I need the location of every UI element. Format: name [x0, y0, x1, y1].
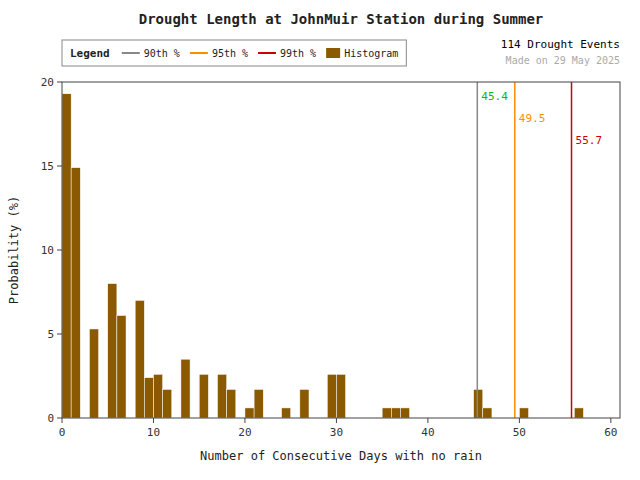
x-tick	[610, 418, 611, 423]
x-tick	[427, 418, 428, 423]
y-tick	[57, 166, 62, 167]
histogram-bar	[474, 389, 483, 418]
histogram-bar	[218, 374, 227, 418]
histogram-bar	[300, 389, 309, 418]
percentile-line	[477, 82, 479, 418]
x-tick	[519, 418, 520, 423]
histogram-bar	[153, 374, 162, 418]
histogram-bar	[181, 359, 190, 418]
histogram-bar	[245, 408, 254, 418]
histogram-bar	[227, 389, 236, 418]
percentile-label: 45.4	[481, 90, 508, 103]
x-axis-label: Number of Consecutive Days with no rain	[200, 449, 482, 463]
x-tick-label: 20	[238, 426, 251, 439]
histogram-bar	[62, 94, 71, 418]
histogram-bar	[144, 378, 153, 418]
legend-entry: 99th %	[280, 48, 316, 59]
y-axis-label: Probability (%)	[7, 196, 21, 304]
annotation: Made on 29 May 2025	[506, 55, 620, 66]
percentile-line	[571, 82, 573, 418]
y-tick-label: 15	[41, 160, 54, 173]
legend-entry: 90th %	[144, 48, 180, 59]
y-tick	[57, 334, 62, 335]
histogram-bar	[574, 408, 583, 418]
histogram-bar	[108, 284, 117, 418]
histogram-bar	[89, 329, 98, 418]
histogram-bar	[117, 316, 126, 418]
y-tick-label: 0	[47, 412, 54, 425]
chart: Drought Length at JohnMuir Station durin…	[0, 0, 640, 480]
x-tick-label: 50	[513, 426, 526, 439]
x-tick-label: 40	[421, 426, 434, 439]
legend-swatch	[122, 52, 140, 54]
x-tick	[336, 418, 337, 423]
y-tick-label: 20	[41, 76, 54, 89]
x-tick-label: 10	[147, 426, 160, 439]
legend-entry: Histogram	[344, 48, 398, 59]
histogram-bar	[519, 408, 528, 418]
y-tick	[57, 82, 62, 83]
percentile-label: 49.5	[519, 112, 546, 125]
legend-title: Legend	[70, 47, 110, 60]
legend-swatch	[258, 52, 276, 54]
x-tick	[153, 418, 154, 423]
x-tick-label: 60	[604, 426, 617, 439]
legend-swatch	[326, 48, 340, 58]
x-tick	[62, 418, 63, 423]
histogram-bar	[163, 389, 172, 418]
histogram-bar	[382, 408, 391, 418]
histogram-bar	[400, 408, 409, 418]
plot-frame	[62, 82, 620, 418]
legend-entry: 95th %	[212, 48, 248, 59]
histogram-bar	[254, 389, 263, 418]
x-tick-label: 0	[59, 426, 66, 439]
percentile-line	[514, 82, 516, 418]
annotation: 114 Drought Events	[501, 38, 620, 51]
x-tick-label: 30	[330, 426, 343, 439]
histogram-bar	[327, 374, 336, 418]
y-tick	[57, 250, 62, 251]
histogram-bar	[135, 300, 144, 418]
histogram-bar	[336, 374, 345, 418]
percentile-label: 55.7	[576, 134, 603, 147]
plot-area	[62, 82, 583, 418]
y-tick-label: 10	[41, 244, 54, 257]
legend-box	[62, 40, 406, 66]
y-tick-label: 5	[47, 328, 54, 341]
histogram-bar	[391, 408, 400, 418]
histogram-bar	[199, 374, 208, 418]
histogram-bar	[71, 168, 80, 418]
legend-swatch	[190, 52, 208, 54]
histogram-bar	[483, 408, 492, 418]
legend: Legend 90th % 95th % 99th % Histogram	[62, 40, 406, 66]
histogram-bar	[282, 408, 291, 418]
x-tick	[244, 418, 245, 423]
y-tick	[57, 418, 62, 419]
title: Drought Length at JohnMuir Station durin…	[139, 11, 544, 27]
